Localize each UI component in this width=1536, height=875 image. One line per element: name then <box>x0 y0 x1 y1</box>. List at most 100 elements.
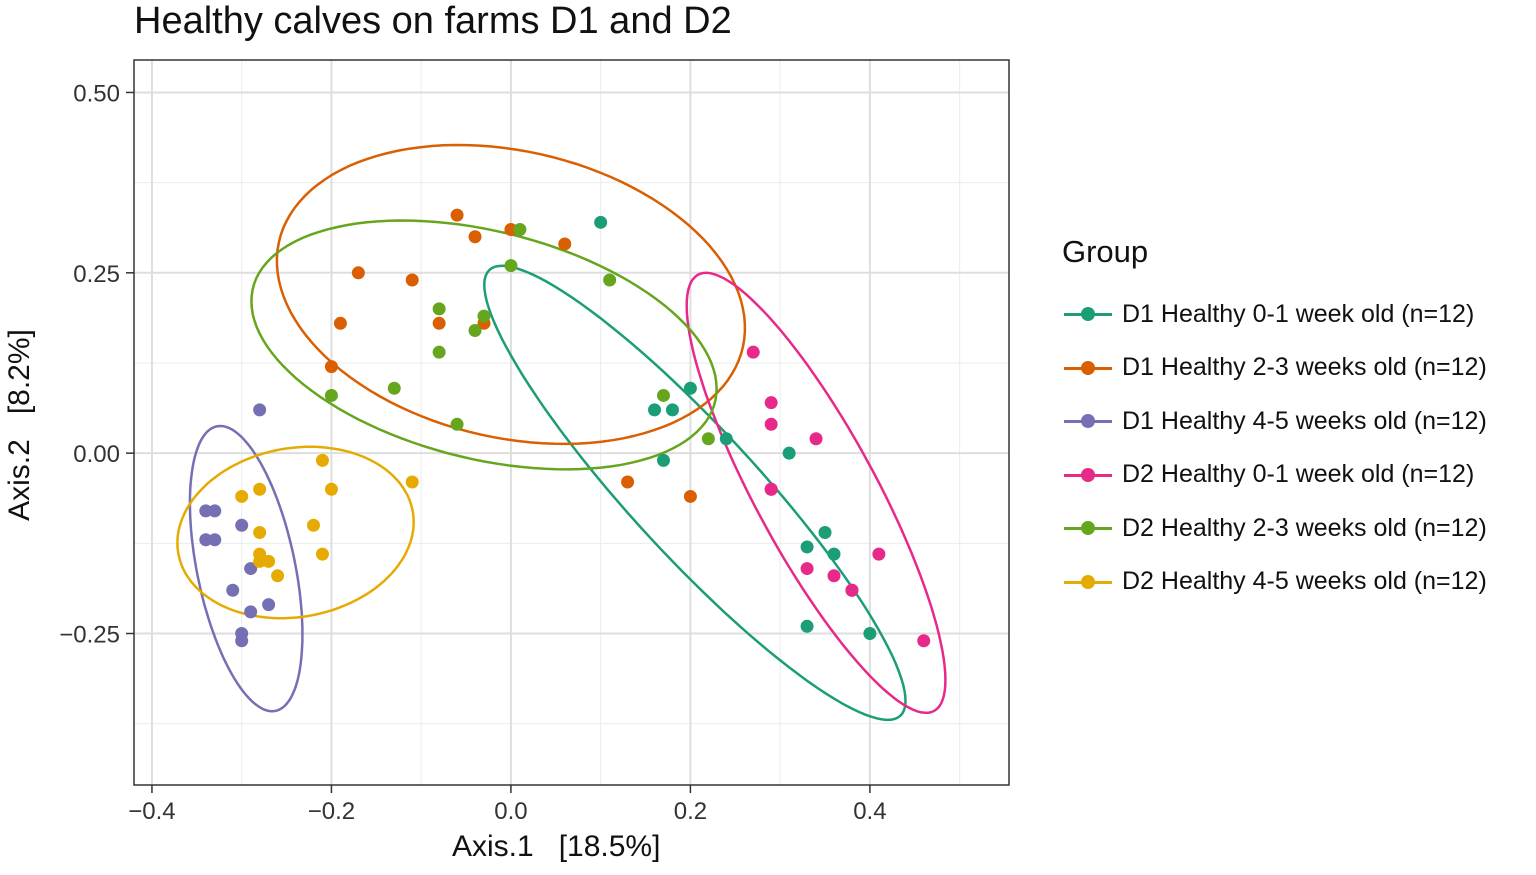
point-d2-healthy-0-1-week-old-n-12 <box>809 432 823 446</box>
legend-item: D2 Healthy 4-5 weeks old (n=12) <box>1064 562 1487 602</box>
ellipse-d2-healthy-4-5-weeks-old-n-12 <box>176 445 415 620</box>
point-d1-healthy-4-5-weeks-old-n-12 <box>208 533 222 547</box>
point-d2-healthy-2-3-weeks-old-n-12 <box>432 302 446 316</box>
x-tick-label: 0.0 <box>494 798 527 825</box>
y-axis-label: Axis.2 [8.2%] <box>3 329 36 521</box>
point-d2-healthy-2-3-weeks-old-n-12 <box>504 259 518 273</box>
point-d2-healthy-4-5-weeks-old-n-12 <box>253 554 267 568</box>
point-d2-healthy-4-5-weeks-old-n-12 <box>271 569 285 583</box>
point-d1-healthy-2-3-weeks-old-n-12 <box>621 475 635 489</box>
point-d2-healthy-2-3-weeks-old-n-12 <box>513 223 527 237</box>
point-d2-healthy-2-3-weeks-old-n-12 <box>701 432 715 446</box>
point-d1-healthy-4-5-weeks-old-n-12 <box>244 605 258 619</box>
point-d2-healthy-0-1-week-old-n-12 <box>764 396 778 410</box>
point-d2-healthy-0-1-week-old-n-12 <box>827 569 841 583</box>
point-d1-healthy-0-1-week-old-n-12 <box>648 403 662 417</box>
legend-item: D2 Healthy 2-3 weeks old (n=12) <box>1064 508 1487 548</box>
legend-item: D2 Healthy 0-1 week old (n=12) <box>1064 455 1474 495</box>
point-d2-healthy-2-3-weeks-old-n-12 <box>387 381 401 395</box>
legend-label: D1 Healthy 2-3 weeks old (n=12) <box>1122 353 1487 381</box>
point-d2-healthy-4-5-weeks-old-n-12 <box>235 489 249 503</box>
axis-ticks: −0.4 −0.2 0.0 0.2 0.4 −0.25 0.00 0.25 0.50 <box>59 80 886 825</box>
grid-lines <box>134 60 1009 785</box>
point-d1-healthy-0-1-week-old-n-12 <box>719 432 733 446</box>
point-d2-healthy-4-5-weeks-old-n-12 <box>306 518 320 532</box>
point-d2-healthy-0-1-week-old-n-12 <box>872 547 886 561</box>
point-d2-healthy-4-5-weeks-old-n-12 <box>405 475 419 489</box>
legend-key <box>1064 455 1112 495</box>
point-d2-healthy-0-1-week-old-n-12 <box>917 634 931 648</box>
x-axis-label: Axis.1 [18.5%] <box>452 830 661 863</box>
ellipse-d1-healthy-2-3-weeks-old-n-12 <box>275 143 747 446</box>
point-d2-healthy-2-3-weeks-old-n-12 <box>656 388 670 402</box>
x-tick-label: 0.2 <box>674 798 707 825</box>
legend-label: D1 Healthy 0-1 week old (n=12) <box>1122 299 1475 328</box>
point-d1-healthy-0-1-week-old-n-12 <box>656 453 670 467</box>
plot-panel-border <box>133 59 1010 786</box>
legend-item: D1 Healthy 4-5 weeks old (n=12) <box>1064 401 1487 441</box>
legend-label: D2 Healthy 4-5 weeks old (n=12) <box>1122 567 1487 595</box>
legend-item: D1 Healthy 2-3 weeks old (n=12) <box>1064 348 1487 388</box>
point-d1-healthy-4-5-weeks-old-n-12 <box>226 583 240 597</box>
point-d1-healthy-2-3-weeks-old-n-12 <box>558 237 572 251</box>
point-d1-healthy-2-3-weeks-old-n-12 <box>432 316 446 330</box>
y-tick-label: 0.25 <box>73 261 120 288</box>
point-d1-healthy-2-3-weeks-old-n-12 <box>324 360 338 374</box>
point-d1-healthy-0-1-week-old-n-12 <box>800 619 814 633</box>
point-d1-healthy-4-5-weeks-old-n-12 <box>235 634 249 648</box>
point-d1-healthy-0-1-week-old-n-12 <box>782 446 796 460</box>
point-d1-healthy-2-3-weeks-old-n-12 <box>405 273 419 287</box>
point-d2-healthy-4-5-weeks-old-n-12 <box>324 482 338 496</box>
point-d1-healthy-0-1-week-old-n-12 <box>818 526 832 540</box>
chart-title: Healthy calves on farms D1 and D2 <box>134 0 732 42</box>
point-d2-healthy-4-5-weeks-old-n-12 <box>315 453 329 467</box>
data-points <box>199 208 931 648</box>
point-d2-healthy-2-3-weeks-old-n-12 <box>603 273 617 287</box>
point-d2-healthy-2-3-weeks-old-n-12 <box>432 345 446 359</box>
point-d1-healthy-2-3-weeks-old-n-12 <box>468 230 482 244</box>
point-d2-healthy-4-5-weeks-old-n-12 <box>315 547 329 561</box>
legend-key <box>1064 348 1112 388</box>
legend-key <box>1064 294 1112 334</box>
point-d1-healthy-0-1-week-old-n-12 <box>594 215 608 229</box>
point-d1-healthy-2-3-weeks-old-n-12 <box>450 208 464 222</box>
point-d1-healthy-4-5-weeks-old-n-12 <box>208 504 222 518</box>
point-d2-healthy-4-5-weeks-old-n-12 <box>262 554 276 568</box>
ellipse-d2-healthy-2-3-weeks-old-n-12 <box>250 219 718 471</box>
x-tick-label: −0.4 <box>128 798 175 825</box>
point-d1-healthy-4-5-weeks-old-n-12 <box>262 598 276 612</box>
legend-label: D2 Healthy 0-1 week old (n=12) <box>1122 460 1475 488</box>
point-d2-healthy-0-1-week-old-n-12 <box>764 417 778 431</box>
point-d2-healthy-2-3-weeks-old-n-12 <box>324 388 338 402</box>
legend-key <box>1064 562 1112 602</box>
point-d1-healthy-4-5-weeks-old-n-12 <box>199 533 213 547</box>
ellipse-d1-healthy-0-1-week-old-n-12 <box>483 264 907 722</box>
point-d1-healthy-0-1-week-old-n-12 <box>863 627 877 641</box>
ellipse-d1-healthy-4-5-weeks-old-n-12 <box>188 424 304 713</box>
point-d1-healthy-0-1-week-old-n-12 <box>665 403 679 417</box>
legend-key <box>1064 401 1112 441</box>
point-d1-healthy-2-3-weeks-old-n-12 <box>683 489 697 503</box>
point-d1-healthy-4-5-weeks-old-n-12 <box>253 403 267 417</box>
point-d1-healthy-2-3-weeks-old-n-12 <box>333 316 347 330</box>
point-d1-healthy-4-5-weeks-old-n-12 <box>244 562 258 576</box>
point-d2-healthy-2-3-weeks-old-n-12 <box>468 324 482 338</box>
point-d1-healthy-4-5-weeks-old-n-12 <box>199 504 213 518</box>
point-d2-healthy-2-3-weeks-old-n-12 <box>477 309 491 323</box>
confidence-ellipses <box>176 143 947 722</box>
point-d1-healthy-0-1-week-old-n-12 <box>683 381 697 395</box>
y-tick-label: 0.50 <box>73 80 120 107</box>
x-tick-label: 0.4 <box>853 798 886 825</box>
ellipse-d2-healthy-0-1-week-old-n-12 <box>685 271 947 715</box>
point-d2-healthy-2-3-weeks-old-n-12 <box>450 417 464 431</box>
point-d1-healthy-2-3-weeks-old-n-12 <box>504 223 518 237</box>
legend-label: D2 Healthy 2-3 weeks old (n=12) <box>1122 513 1487 542</box>
legend-title: Group <box>1062 234 1149 269</box>
point-d1-healthy-0-1-week-old-n-12 <box>800 540 814 554</box>
point-d2-healthy-0-1-week-old-n-12 <box>764 482 778 496</box>
point-d2-healthy-4-5-weeks-old-n-12 <box>253 526 267 540</box>
point-d2-healthy-0-1-week-old-n-12 <box>800 562 814 576</box>
point-d2-healthy-4-5-weeks-old-n-12 <box>253 482 267 496</box>
point-d2-healthy-0-1-week-old-n-12 <box>746 345 760 359</box>
